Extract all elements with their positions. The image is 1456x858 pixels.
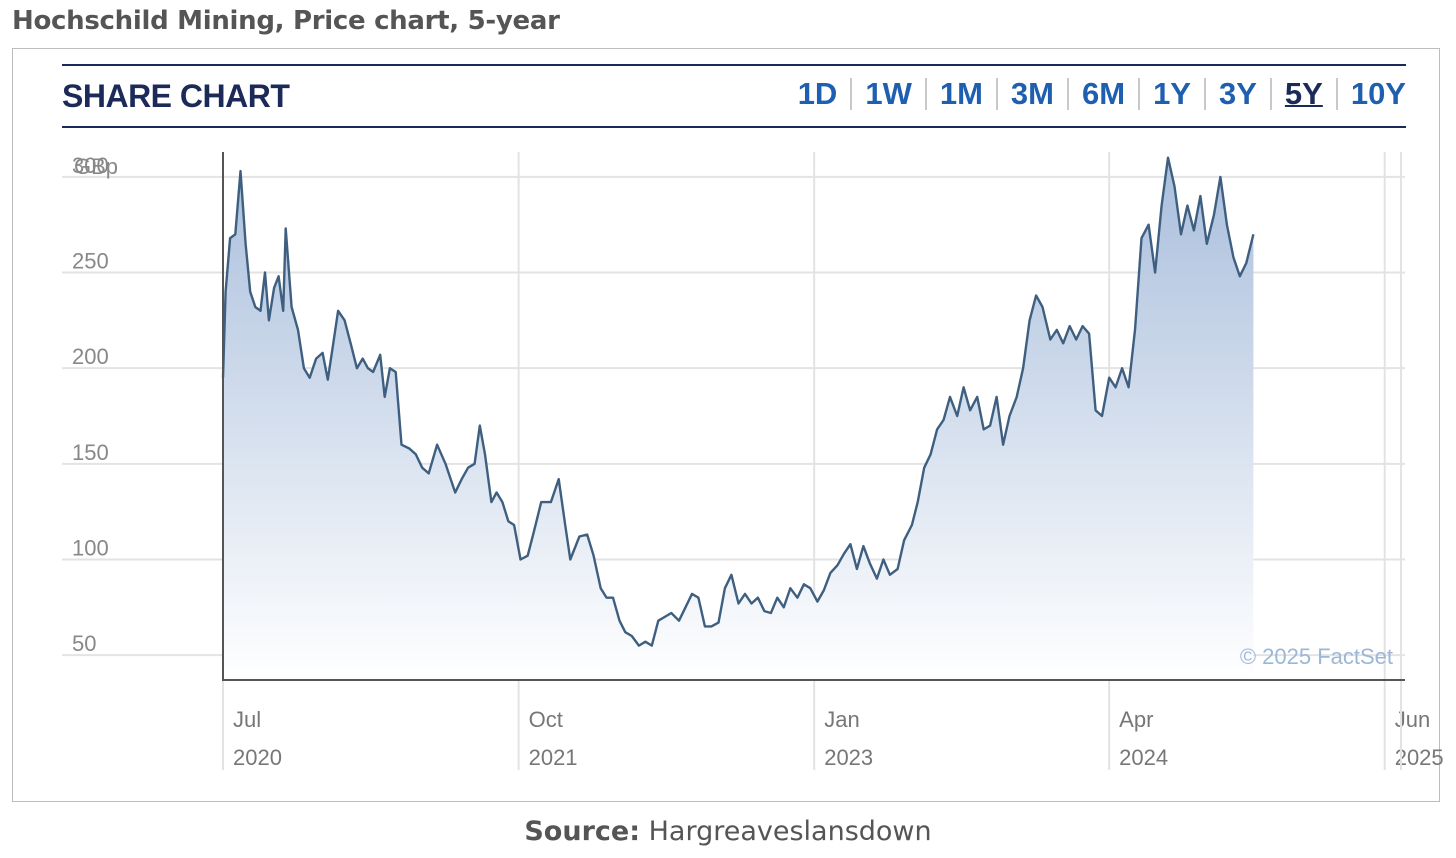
factset-watermark: © 2025 FactSet <box>1240 644 1393 669</box>
x-tick-year: 2023 <box>824 745 873 770</box>
source-label: Source: <box>524 816 641 847</box>
chart-heading: SHARE CHART <box>62 78 290 114</box>
range-tab-1d[interactable]: 1D <box>797 76 838 111</box>
range-tab-1y[interactable]: 1Y <box>1138 78 1204 110</box>
page-title: Hochschild Mining, Price chart, 5-year <box>12 6 560 36</box>
chart-header: SHARE CHART 1D 1W 1M 3M 6M 1Y 3Y 5Y 10Y <box>62 64 1406 128</box>
x-tick-year: 2024 <box>1119 745 1168 770</box>
range-tab-6m[interactable]: 6M <box>1066 78 1138 110</box>
y-tick-label: 100 <box>72 535 109 560</box>
y-axis-label: GBp <box>74 154 118 179</box>
y-tick-label: 250 <box>72 249 109 274</box>
x-tick-month: Oct <box>529 707 563 732</box>
x-tick-month: Jul <box>233 707 261 732</box>
range-tabs: 1D 1W 1M 3M 6M 1Y 3Y 5Y 10Y <box>785 78 1406 110</box>
y-tick-label: 200 <box>72 344 109 369</box>
range-tab-3y[interactable]: 3Y <box>1203 78 1270 110</box>
y-tick-label: 50 <box>72 631 96 656</box>
y-tick-label: 150 <box>72 440 109 465</box>
y-tick-label: 300 <box>72 153 109 178</box>
range-tab-3m[interactable]: 3M <box>995 78 1067 110</box>
price-area <box>223 157 1254 680</box>
x-tick-year: 2025 <box>1395 745 1444 770</box>
x-tick-month: Jan <box>824 707 859 732</box>
range-tab-1w[interactable]: 1W <box>850 78 925 110</box>
range-tab-5y[interactable]: 5Y <box>1269 78 1336 110</box>
source-value: Hargreaveslansdown <box>648 816 932 847</box>
price-line <box>221 156 1255 647</box>
x-tick-year: 2021 <box>529 745 578 770</box>
x-tick-month: Apr <box>1119 707 1153 732</box>
range-tab-1m[interactable]: 1M <box>924 78 996 110</box>
source-line: Source: Hargreaveslansdown <box>0 816 1456 847</box>
x-tick-year: 2020 <box>233 745 282 770</box>
range-tab-10y[interactable]: 10Y <box>1335 78 1406 110</box>
